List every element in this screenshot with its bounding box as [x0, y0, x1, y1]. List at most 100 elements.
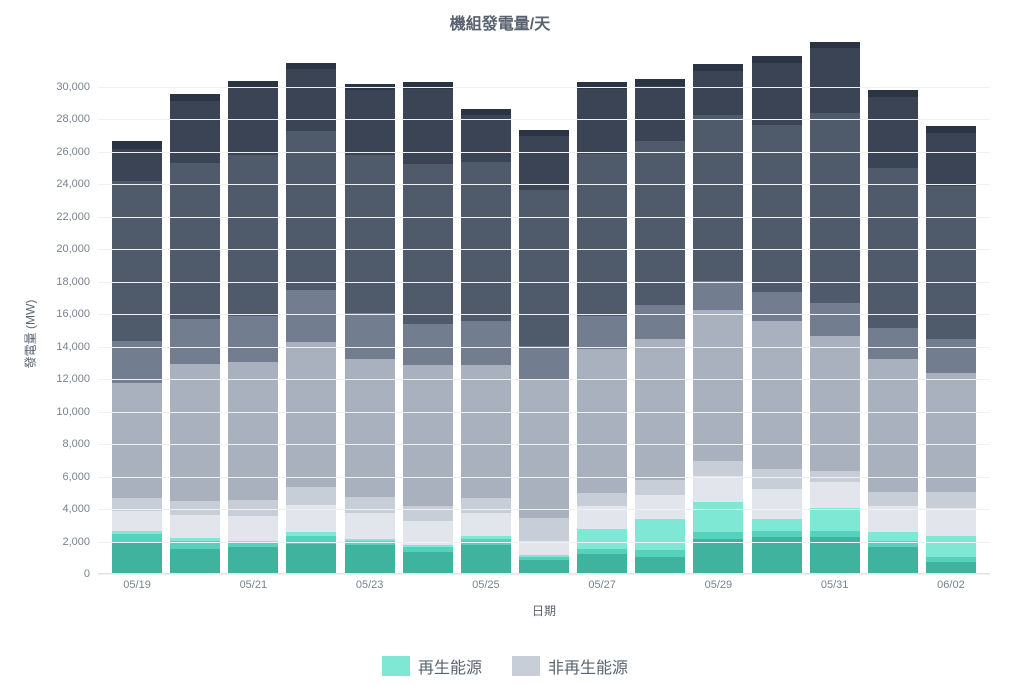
bar-segment-nonren3 — [693, 310, 743, 461]
bar-segment-nonren7 — [112, 141, 162, 149]
grid-line — [98, 87, 990, 88]
bar-segment-ren3 — [926, 536, 976, 557]
bar-segment-nonren5 — [635, 141, 685, 305]
grid-line — [98, 347, 990, 348]
bar-segment-nonren6 — [461, 115, 511, 162]
x-tick-label: 05/31 — [821, 579, 849, 591]
x-tick-label: 05/19 — [123, 579, 151, 591]
y-tick-label: 20,000 — [40, 243, 90, 255]
bar-stack — [286, 63, 336, 573]
bar-segment-nonren2 — [519, 518, 569, 541]
bar-stack — [868, 90, 918, 573]
bar-segment-nonren5 — [752, 125, 802, 292]
y-tick-label: 12,000 — [40, 373, 90, 385]
bar-segment-nonren1 — [693, 476, 743, 502]
bar-segment-nonren5 — [577, 154, 627, 317]
bar-segment-ren3 — [577, 529, 627, 549]
bar-segment-nonren5 — [461, 162, 511, 321]
bar-segment-nonren4 — [926, 339, 976, 373]
bar-segment-nonren2 — [345, 497, 395, 513]
bar-segment-nonren2 — [926, 492, 976, 508]
bar-segment-nonren5 — [170, 163, 220, 319]
bar-segment-nonren1 — [461, 513, 511, 536]
grid-line — [98, 217, 990, 218]
x-tick-label: 06/02 — [937, 579, 965, 591]
y-tick-label: 24,000 — [40, 178, 90, 190]
chart-title: 機組發電量/天 — [10, 10, 990, 34]
bar-segment-nonren4 — [577, 316, 627, 349]
bar-segment-nonren3 — [577, 349, 627, 494]
bar-segment-ren1 — [345, 545, 395, 573]
bar-segment-nonren3 — [519, 380, 569, 518]
legend-label-nonrenewable: 非再生能源 — [548, 654, 628, 678]
bar-segment-ren3 — [868, 532, 918, 540]
bar-segment-nonren5 — [926, 186, 976, 339]
y-tick-label: 6,000 — [40, 471, 90, 483]
bar-segment-nonren2 — [170, 501, 220, 516]
bar-segment-nonren5 — [228, 155, 278, 316]
chart-container: 機組發電量/天 發電量 (MW) 02,0004,0006,0008,00010… — [0, 0, 1010, 684]
bar-segment-nonren5 — [810, 113, 860, 303]
bar-segment-nonren5 — [286, 131, 336, 290]
bar-stack — [345, 84, 395, 573]
bar-segment-nonren1 — [810, 482, 860, 508]
grid-line — [98, 282, 990, 283]
bar-segment-nonren2 — [228, 500, 278, 516]
x-tick-label: 05/21 — [240, 579, 268, 591]
bar-segment-nonren3 — [461, 365, 511, 498]
bar-segment-ren3 — [693, 502, 743, 533]
bar-stack — [810, 42, 860, 573]
bar-segment-nonren1 — [868, 506, 918, 532]
bar-segment-nonren6 — [752, 63, 802, 125]
bar-segment-nonren6 — [345, 90, 395, 155]
grid-line — [98, 379, 990, 380]
bar-segment-nonren1 — [752, 489, 802, 520]
grid-line — [98, 184, 990, 185]
y-tick-label: 14,000 — [40, 341, 90, 353]
bar-segment-nonren4 — [752, 292, 802, 321]
legend-item-nonrenewable[interactable]: 非再生能源 — [512, 654, 628, 678]
x-tick-label: 05/25 — [472, 579, 500, 591]
bar-segment-nonren2 — [635, 480, 685, 495]
bar-segment-nonren1 — [228, 516, 278, 540]
bar-segment-nonren5 — [345, 155, 395, 313]
bar-segment-ren1 — [926, 562, 976, 573]
bar-segment-nonren6 — [170, 101, 220, 163]
bar-segment-ren2 — [286, 536, 336, 544]
bar-segment-nonren2 — [286, 487, 336, 505]
bar-segment-nonren2 — [461, 498, 511, 513]
bar-segment-nonren3 — [286, 342, 336, 487]
bar-stack — [228, 81, 278, 573]
legend-label-renewable: 再生能源 — [418, 654, 482, 678]
bar-segment-ren3 — [752, 519, 802, 530]
bar-segment-nonren4 — [693, 281, 743, 310]
bar-segment-nonren4 — [345, 313, 395, 359]
grid-line — [98, 412, 990, 413]
y-tick-label: 26,000 — [40, 146, 90, 158]
bar-segment-nonren6 — [519, 136, 569, 190]
y-tick-label: 18,000 — [40, 276, 90, 288]
bar-segment-nonren6 — [693, 71, 743, 115]
bar-segment-nonren4 — [868, 328, 918, 359]
bar-stack — [577, 82, 627, 573]
bar-segment-nonren3 — [926, 373, 976, 492]
bar-segment-nonren2 — [868, 492, 918, 507]
bar-segment-nonren3 — [752, 321, 802, 469]
bar-segment-nonren5 — [403, 164, 453, 325]
bar-segment-nonren3 — [228, 362, 278, 500]
bar-segment-nonren5 — [693, 115, 743, 281]
legend-item-renewable[interactable]: 再生能源 — [382, 654, 482, 678]
bar-segment-nonren6 — [286, 69, 336, 131]
y-tick-label: 28,000 — [40, 113, 90, 125]
y-tick-label: 22,000 — [40, 211, 90, 223]
legend-swatch-renewable — [382, 656, 410, 676]
bar-segment-nonren4 — [170, 319, 220, 365]
bar-segment-ren1 — [693, 539, 743, 573]
bar-stack — [461, 109, 511, 573]
grid-line — [98, 574, 990, 575]
bar-segment-ren1 — [170, 549, 220, 573]
bar-segment-ren1 — [228, 547, 278, 573]
x-axis-label: 日期 — [98, 602, 990, 619]
bar-segment-nonren4 — [228, 316, 278, 362]
bar-segment-nonren4 — [461, 321, 511, 365]
